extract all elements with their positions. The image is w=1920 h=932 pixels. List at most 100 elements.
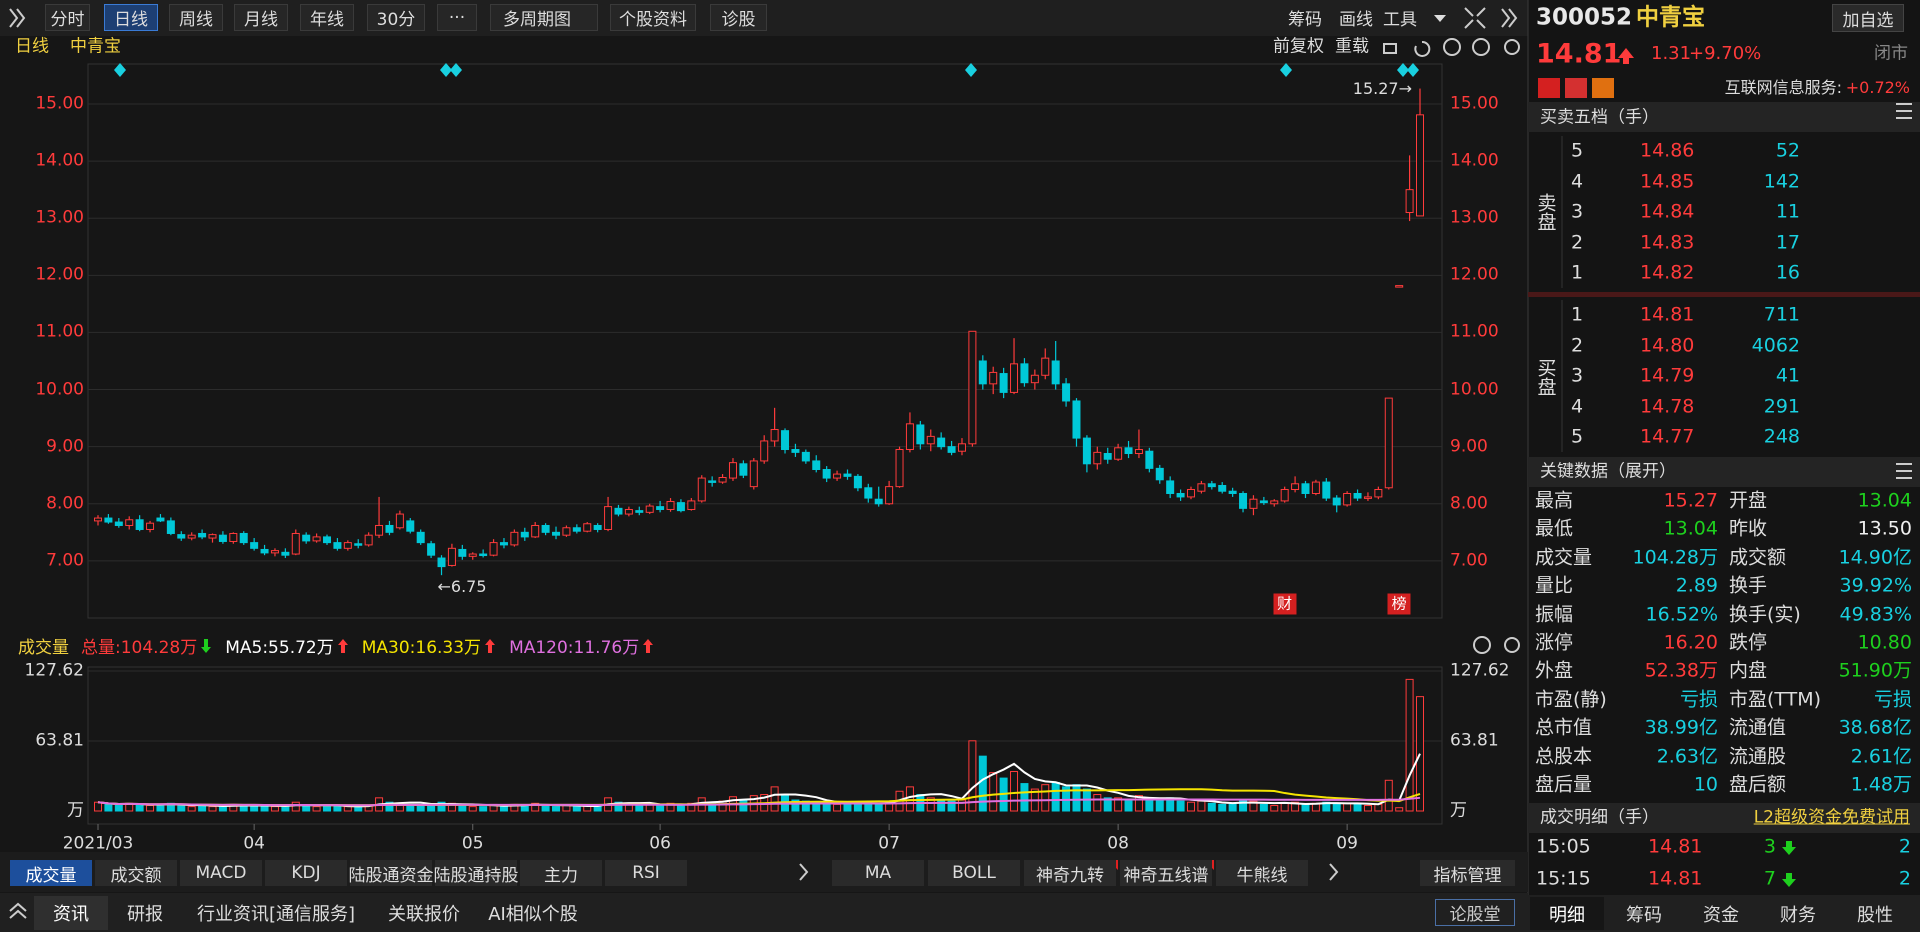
indicator-manage[interactable]: 指标管理 [1420, 860, 1515, 886]
candle-body [218, 534, 227, 542]
tool-button[interactable]: 画线 [1339, 10, 1373, 30]
overlay-tab[interactable]: 神奇九转 [1024, 860, 1116, 886]
candle-body [593, 524, 602, 530]
y-tick-label: 9.00 [1450, 436, 1488, 457]
overlay-tab[interactable]: MA [832, 860, 924, 886]
news-bar-bg [0, 893, 1528, 932]
level-price: 14.86 [1640, 139, 1695, 162]
period-tab[interactable]: ··· [437, 4, 477, 31]
candle-body [229, 532, 238, 542]
volume-bar [94, 801, 102, 812]
volume-bar [104, 803, 113, 812]
tool-button[interactable]: 工具 [1383, 10, 1417, 30]
volume-bar [1207, 802, 1216, 812]
sector-change: +0.72% [1845, 78, 1910, 97]
detail-tab[interactable]: 明细 [1530, 897, 1604, 930]
trend-arrow [337, 638, 348, 653]
candle-body [1353, 492, 1362, 499]
period-tab[interactable]: 30分 [367, 4, 425, 31]
forum-button[interactable]: 论股堂 [1435, 899, 1515, 926]
event-marker [440, 63, 452, 77]
indicator-tab[interactable]: 成交量 [10, 860, 92, 886]
candle-body [447, 547, 456, 566]
y-tick-label: 10.00 [1450, 379, 1499, 400]
detail-tab[interactable]: 财务 [1780, 904, 1816, 926]
level-price: 14.85 [1640, 170, 1695, 193]
level: 4 [1571, 170, 1584, 193]
candle-body [1395, 285, 1404, 288]
period-tab[interactable]: 个股资料 [610, 4, 696, 31]
x-tick-label: 04 [243, 833, 265, 854]
volume-bar [989, 772, 998, 812]
level: 4 [1571, 395, 1584, 418]
level-volume: 248 [1763, 425, 1800, 448]
candle-body [728, 462, 737, 479]
plot-frame [87, 666, 1443, 825]
news-tab[interactable]: AI相似个股 [488, 904, 578, 925]
l2-promo[interactable]: L2超级资金免费试用 [1753, 807, 1910, 828]
close-icon [1473, 636, 1491, 654]
x-tick-label: 07 [878, 833, 900, 854]
indicator-tab[interactable]: MACD [180, 860, 262, 886]
metric-label: 换手(实) [1729, 603, 1801, 626]
news-tab[interactable]: 关联报价 [388, 904, 460, 925]
candle-body [364, 534, 373, 546]
candle-body [1103, 453, 1112, 460]
detail-tab[interactable]: 资金 [1703, 904, 1739, 926]
period-tab[interactable]: 年线 [300, 4, 354, 31]
news-tab[interactable]: 行业资讯[通信服务] [196, 904, 356, 925]
metric-label: 盘后量 [1535, 773, 1593, 796]
overlay-tab[interactable]: 牛熊线 [1216, 860, 1308, 886]
indicator-tab[interactable]: 陆股通持股 [434, 860, 519, 886]
volume-bar [1134, 795, 1143, 812]
indicator-tab[interactable]: KDJ [265, 860, 347, 886]
event-badge: 榜 [1387, 593, 1411, 615]
period-tab[interactable]: 多周期图 [490, 4, 598, 31]
metric-value: 14.90亿 [1838, 546, 1912, 569]
candle-body [1145, 450, 1154, 469]
section-bar [1528, 102, 1920, 132]
indicator-tab[interactable]: 主力 [520, 860, 602, 886]
volume-bar [937, 799, 946, 812]
volume-bar [843, 803, 852, 812]
indicator-tab[interactable]: RSI [605, 860, 687, 886]
add-watchlist[interactable]: 加自选 [1832, 4, 1904, 32]
period-tab[interactable]: 诊股 [710, 4, 767, 31]
volume-bar [1093, 794, 1102, 812]
tool-button[interactable]: 筹码 [1288, 10, 1322, 30]
metric-value: 15.27 [1663, 489, 1718, 512]
detail-tab[interactable]: 股性 [1857, 904, 1893, 926]
volume-legend: 成交量 总量:104.28万 MA5:55.72万 MA30:16.33万 MA120:… [18, 633, 663, 658]
detail-tab[interactable]: 筹码 [1626, 904, 1662, 926]
overlay-tab[interactable]: 神奇五线谱 [1120, 860, 1212, 886]
period-tab[interactable]: 分时 [45, 4, 90, 31]
book-divider [1528, 292, 1920, 297]
candle-body [926, 435, 935, 445]
volume-bar [957, 799, 966, 812]
period-tab[interactable]: 月线 [234, 4, 288, 31]
news-tab[interactable]: 研报 [127, 904, 163, 925]
candle-body [999, 373, 1008, 393]
candle-body [468, 553, 477, 557]
metric-value: 13.50 [1857, 517, 1912, 540]
indicator-tab[interactable]: 陆股通资金 [349, 860, 434, 886]
plus-icon [1443, 38, 1461, 56]
y-tick-label: 8.00 [46, 493, 84, 514]
volume-bar [198, 805, 207, 812]
x-tick-label: 2021/03 [62, 833, 134, 854]
period-tab[interactable]: 周线 [169, 4, 223, 31]
metric-value: 38.99亿 [1644, 716, 1718, 739]
metric-label: 开盘 [1729, 489, 1768, 512]
volume-bar [1114, 797, 1123, 812]
metric-value: 16.20 [1663, 631, 1718, 654]
price-change-pct: +9.70% [1689, 43, 1762, 64]
indicator-tab[interactable]: 成交额 [95, 860, 177, 886]
legend-entry: MA5:55.72万 [225, 638, 334, 658]
period-tab[interactable]: 日线 [104, 4, 158, 31]
candle-body [499, 542, 508, 546]
settings-icon [1504, 637, 1520, 653]
news-tab[interactable]: 资讯 [34, 896, 108, 930]
overlay-tab[interactable]: BOLL [928, 860, 1020, 886]
metric-value: 13.04 [1663, 517, 1718, 540]
chart-tools [9, 7, 1912, 919]
